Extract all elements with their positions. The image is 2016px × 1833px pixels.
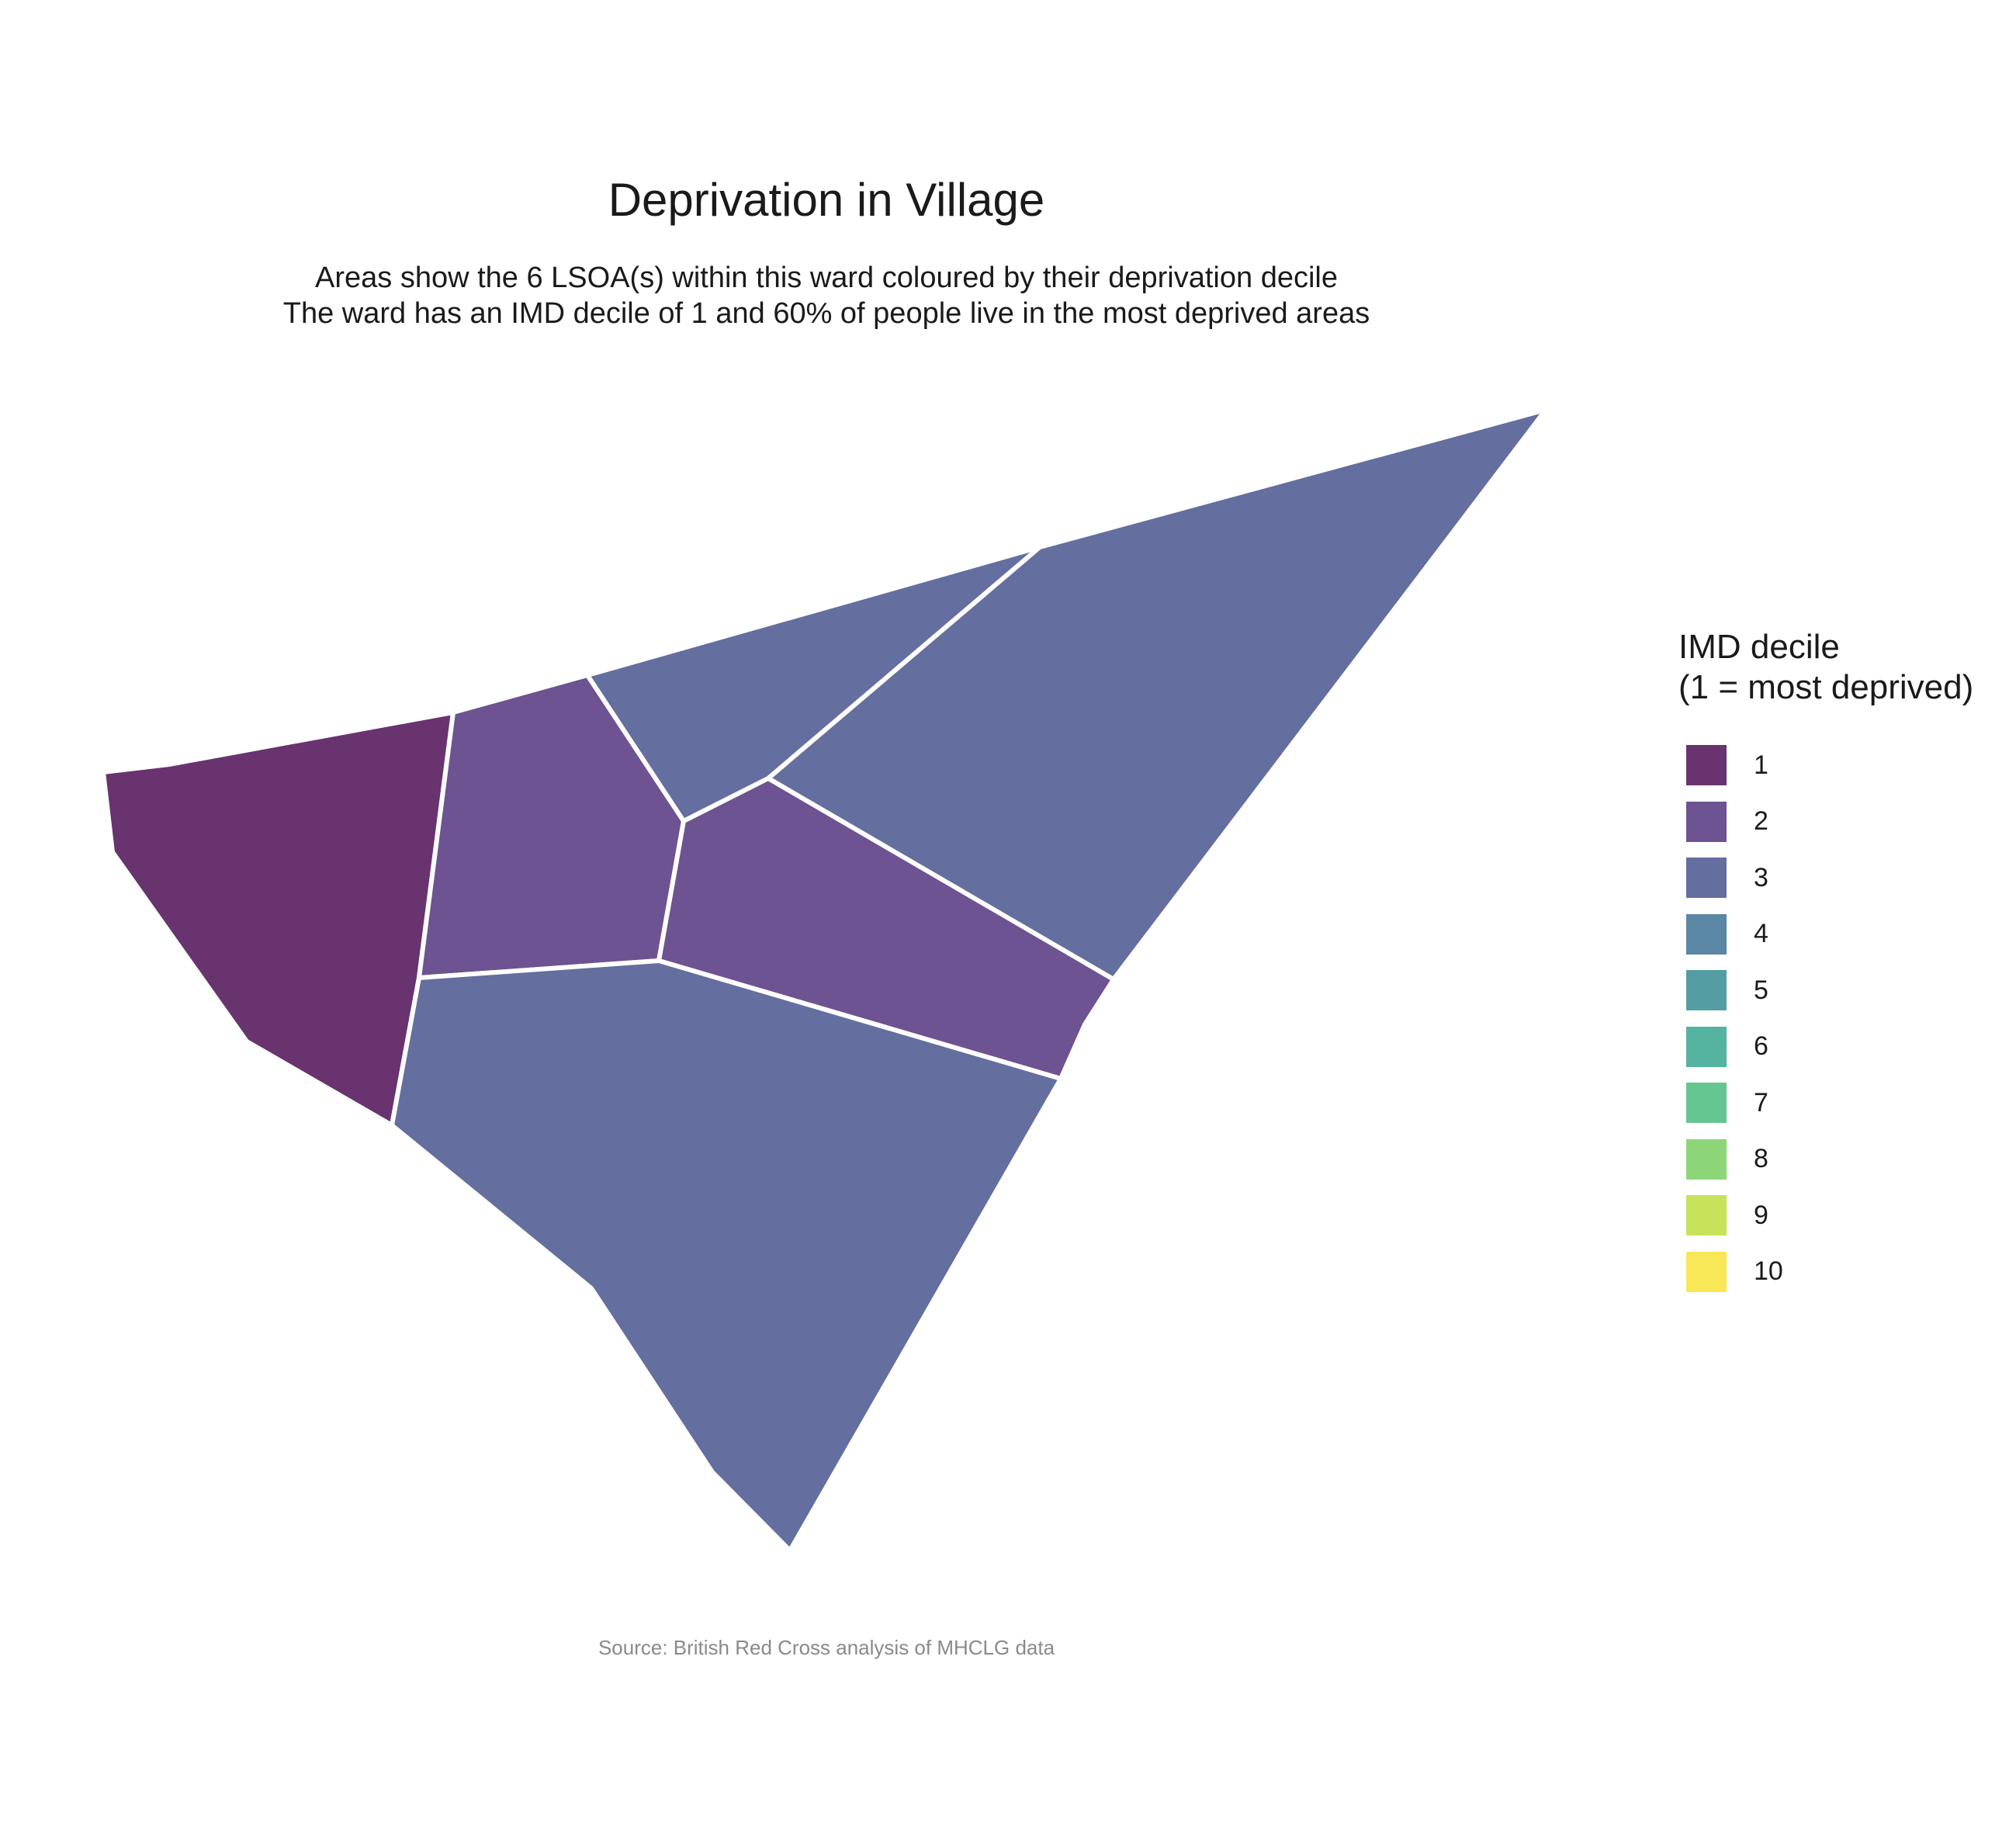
legend-label: 9 — [1754, 1200, 1768, 1230]
legend-item: 9 — [1678, 1187, 1973, 1244]
legend-label: 10 — [1754, 1256, 1783, 1287]
legend-item: 7 — [1678, 1075, 1973, 1131]
legend-label: 1 — [1754, 750, 1768, 780]
legend-swatch — [1686, 1083, 1727, 1124]
legend-swatch — [1686, 970, 1727, 1011]
legend-item: 8 — [1678, 1131, 1973, 1188]
legend-label: 4 — [1754, 919, 1768, 949]
legend-swatch — [1686, 1026, 1727, 1067]
legend-label: 7 — [1754, 1087, 1768, 1117]
legend-item: 4 — [1678, 906, 1973, 963]
legend-swatch — [1686, 801, 1727, 842]
map-title: Deprivation in Village — [608, 174, 1045, 226]
legend-label: 2 — [1754, 806, 1768, 837]
legend-swatch — [1686, 858, 1727, 899]
legend-title-line-2: (1 = most deprived) — [1678, 668, 1974, 706]
lsoa-west[interactable] — [101, 710, 456, 1128]
legend-label: 3 — [1754, 862, 1768, 892]
legend-swatch — [1686, 1251, 1727, 1292]
legend-swatch — [1686, 913, 1727, 955]
subtitle-line-1: Areas show the 6 LSOA(s) within this war… — [315, 262, 1338, 294]
legend: IMD decile (1 = most deprived) 1 2 3 4 5 6 7 8 9… — [1678, 627, 1973, 1300]
source-caption: Source: British Red Cross analysis of MH… — [598, 1636, 1055, 1659]
legend-item: 3 — [1678, 850, 1973, 906]
legend-title-line-1: IMD decile — [1678, 628, 1840, 666]
legend-label: 8 — [1754, 1144, 1768, 1174]
legend-swatch — [1686, 1138, 1727, 1180]
legend-item: 10 — [1678, 1244, 1973, 1301]
legend-item: 5 — [1678, 962, 1973, 1019]
legend-item: 1 — [1678, 737, 1973, 794]
legend-swatch — [1686, 1195, 1727, 1236]
legend-item: 6 — [1678, 1019, 1973, 1076]
lsoa-south[interactable] — [390, 958, 1063, 1553]
legend-label: 5 — [1754, 975, 1768, 1005]
map-subtitle: Areas show the 6 LSOA(s) within this war… — [0, 260, 1653, 331]
legend-swatch — [1686, 745, 1727, 786]
legend-items: 1 2 3 4 5 6 7 8 9 10 — [1678, 737, 1973, 1300]
legend-item: 2 — [1678, 794, 1973, 851]
legend-title: IMD decile (1 = most deprived) — [1678, 627, 1973, 708]
subtitle-line-2: The ward has an IMD decile of 1 and 60% … — [282, 297, 1370, 330]
legend-label: 6 — [1754, 1031, 1768, 1062]
lsoa-areas — [101, 407, 1548, 1553]
